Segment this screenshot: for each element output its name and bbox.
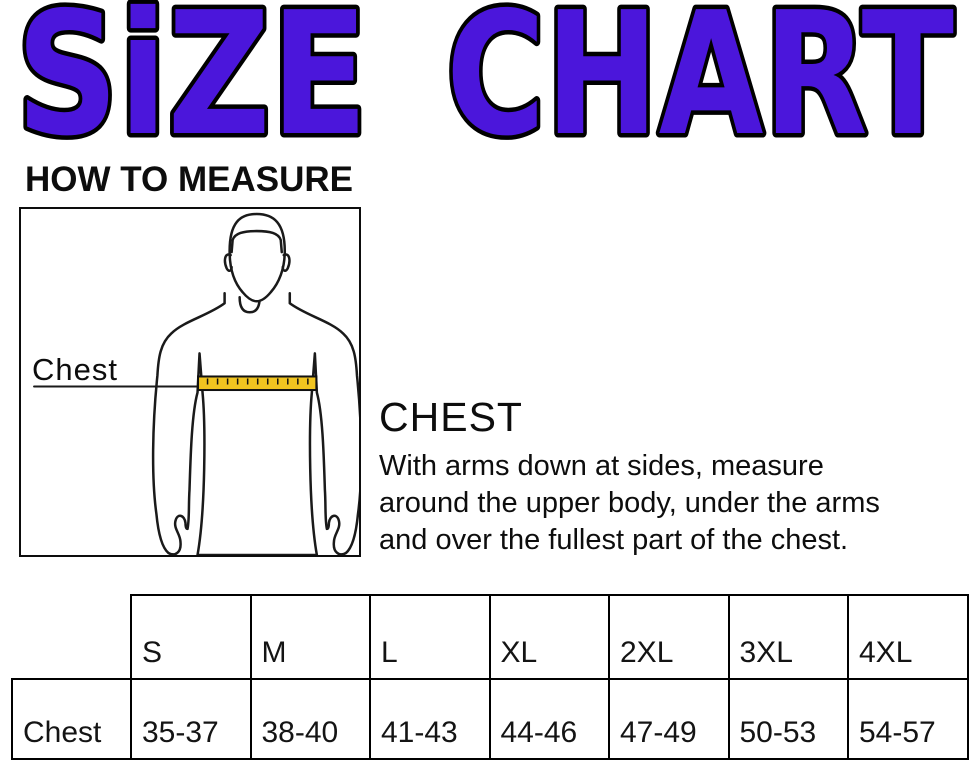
measuring-tape [197,375,318,392]
size-col-l: L [369,594,491,680]
chest-value-3xl: 50-53 [727,678,849,760]
measurement-diagram [19,207,361,557]
hairline [230,229,284,254]
chest-value-4xl: 54-57 [847,678,969,760]
size-col-2xl: 2XL [608,594,730,680]
size-col-m: M [249,594,371,680]
empty-corner-cell [12,595,132,679]
chest-value-xl: 44-46 [488,678,610,760]
size-col-xl: XL [488,594,610,680]
chest-instructions: With arms down at sides, measure around … [379,448,880,559]
size-header-row: S M L XL 2XL 3XL 4XL [12,594,969,680]
chest-value-l: 41-43 [369,678,491,760]
instructions-line: and over the fullest part of the chest. [379,524,849,556]
chest-label: Chest [32,352,118,387]
body-silhouette [151,291,359,555]
chest-measurements-row: Chest 35-37 38-40 41-43 44-46 47-49 50-5… [11,678,969,760]
right-ear-icon [281,253,291,272]
size-chart-title: SiZE CHART [12,0,959,160]
tape-tick-marks [206,378,309,385]
body-figure-illustration [33,212,359,555]
head-outline [228,212,287,303]
left-ear-icon [223,253,233,272]
title-word-chart: CHART [446,0,954,160]
instructions-line: around the upper body, under the arms [379,487,880,519]
how-to-measure-heading: HOW TO MEASURE [25,160,353,199]
title-word-size: SiZE [16,0,368,160]
size-col-4xl: 4XL [847,594,969,680]
size-col-s: S [130,594,252,680]
size-col-3xl: 3XL [727,594,849,680]
size-table: S M L XL 2XL 3XL 4XL Chest 35-37 38-40 4… [11,594,969,760]
chest-value-s: 35-37 [130,678,252,760]
chest-section-heading: CHEST [379,394,523,440]
instructions-line: With arms down at sides, measure [379,450,824,482]
chest-value-2xl: 47-49 [608,678,730,760]
neck-notch [238,296,261,314]
chest-row-label: Chest [11,678,132,760]
chest-value-m: 38-40 [249,678,371,760]
